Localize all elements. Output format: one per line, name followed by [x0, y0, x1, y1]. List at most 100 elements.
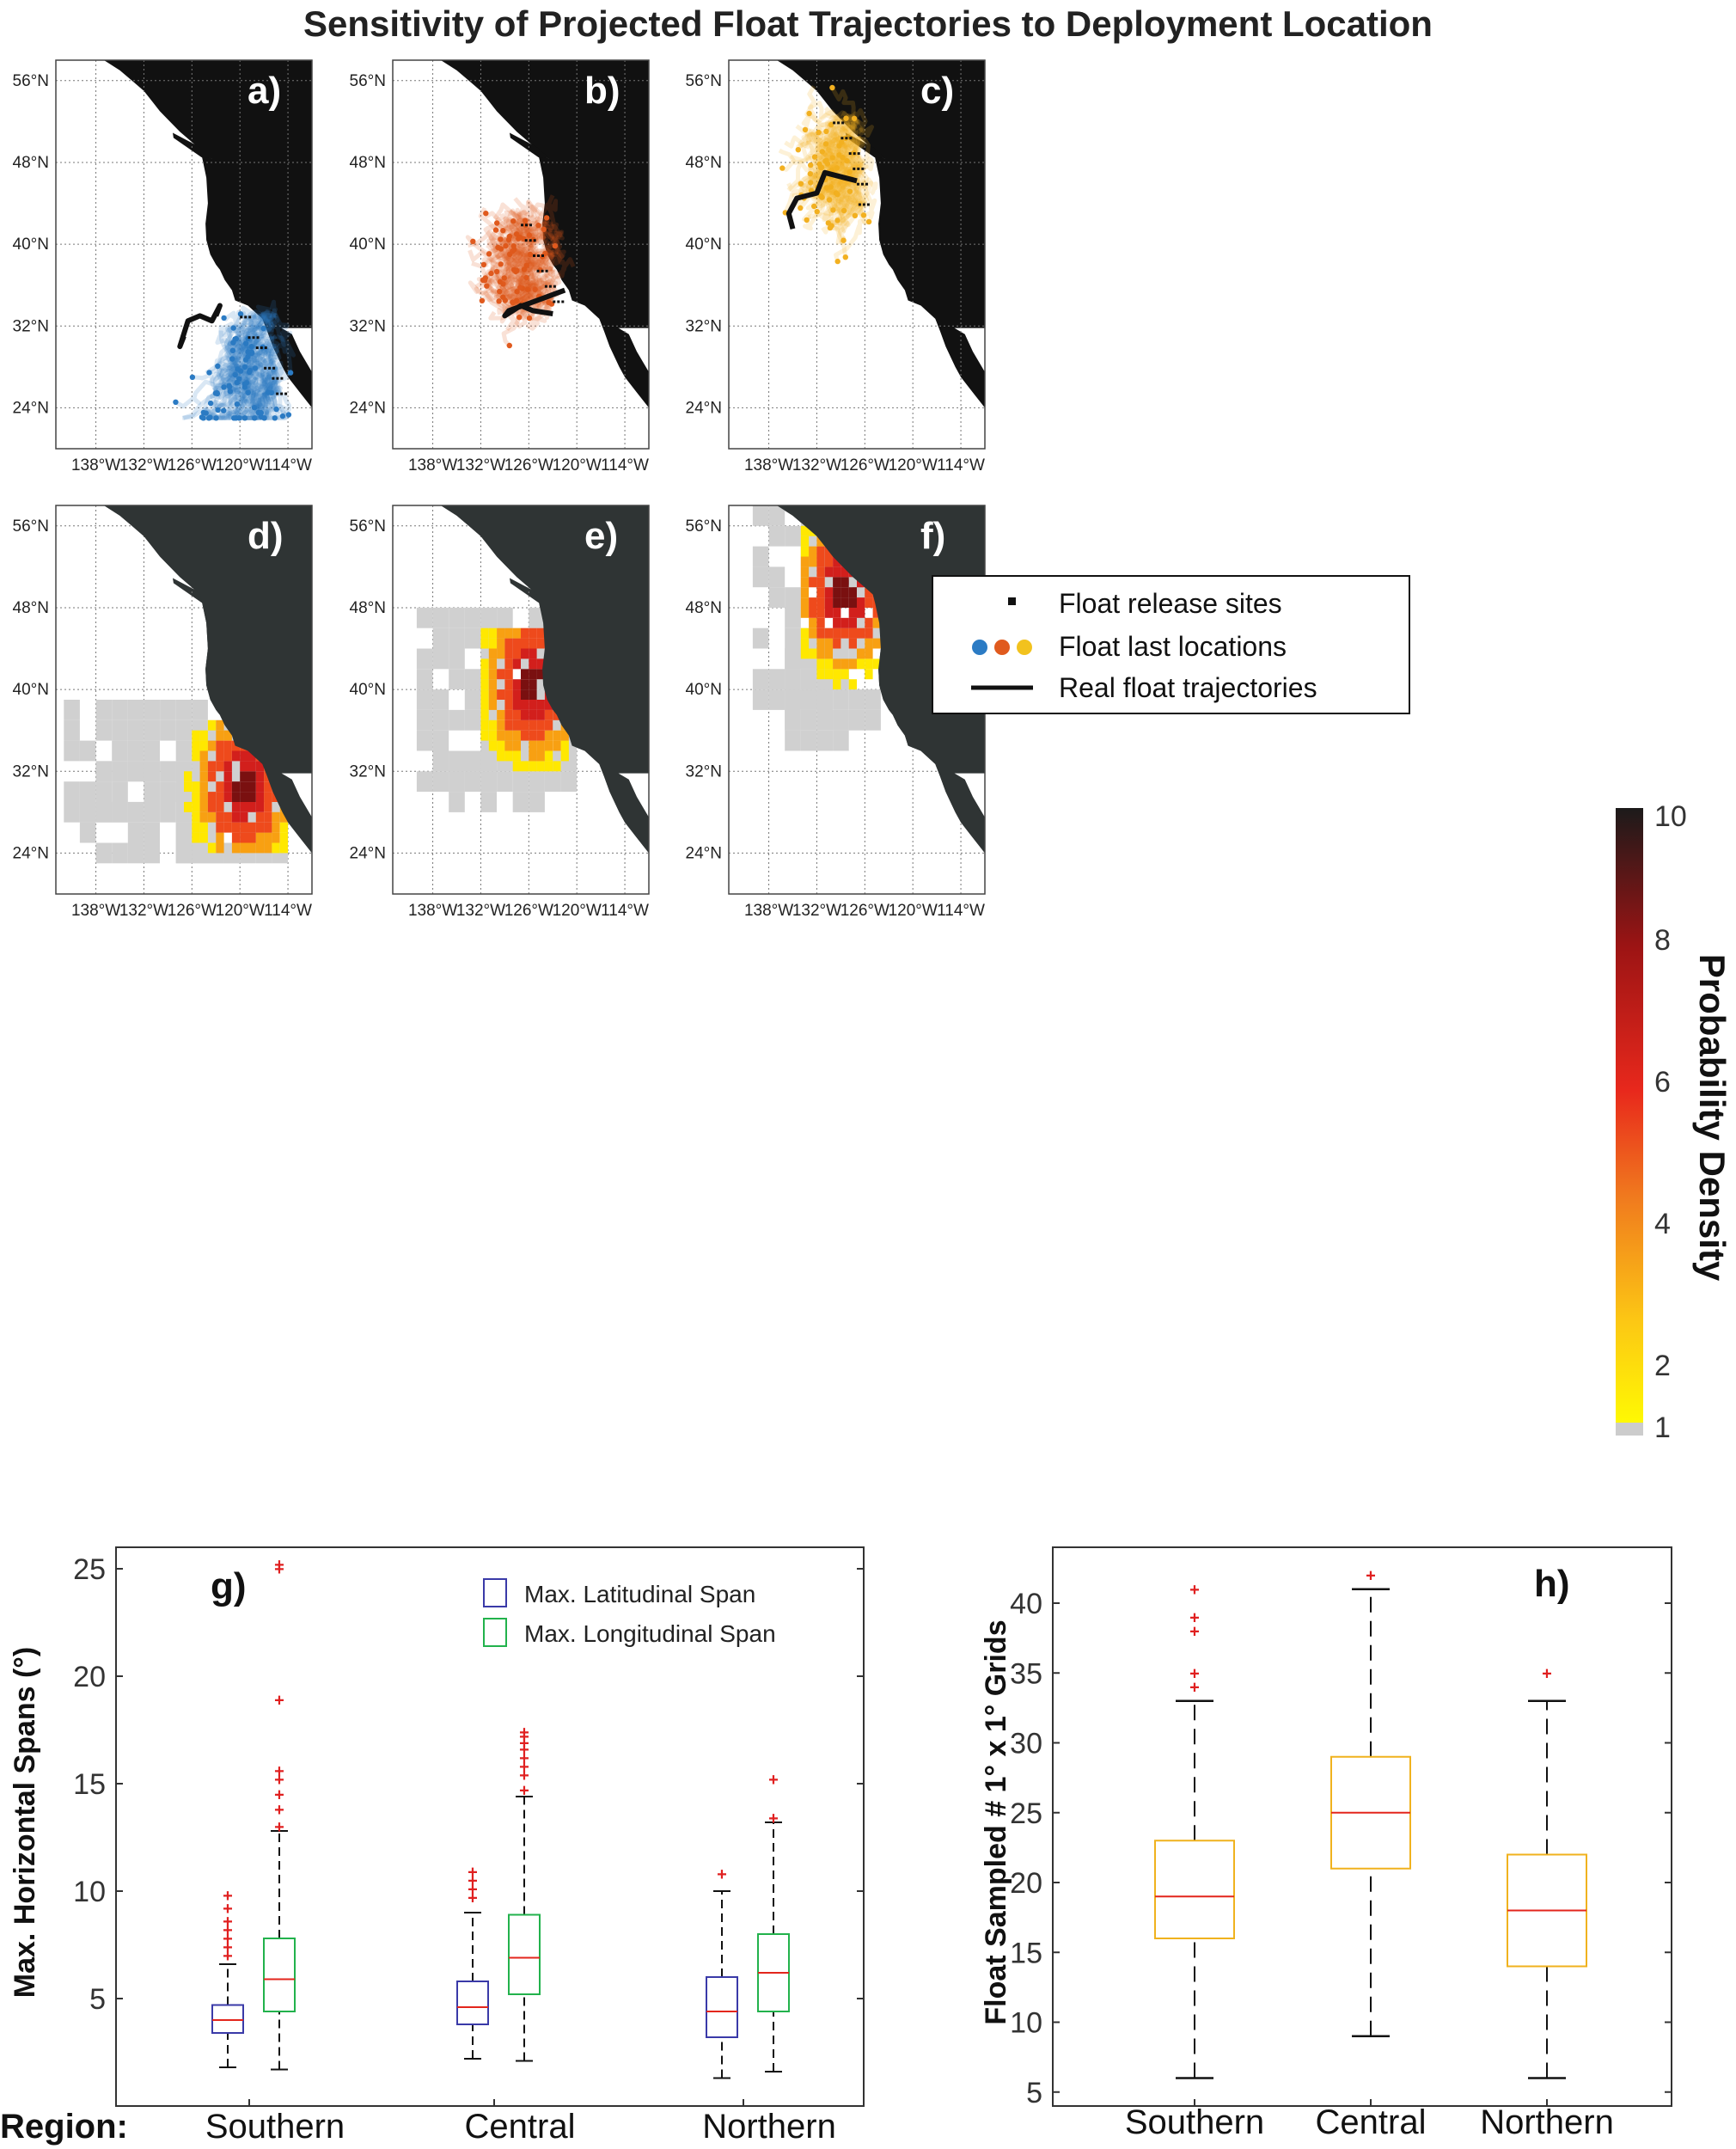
float-last-location	[272, 415, 278, 421]
float-last-location	[273, 406, 279, 413]
density-cell	[840, 658, 849, 670]
density-cell-low	[785, 525, 801, 547]
density-cell	[536, 669, 545, 680]
density-cell	[848, 617, 857, 628]
lon-tick-label: 138°W	[408, 456, 457, 474]
density-cell	[857, 628, 865, 639]
float-trajectory	[830, 141, 859, 173]
float-trajectory	[829, 146, 862, 175]
release-site	[272, 377, 275, 380]
density-cell-low	[160, 700, 176, 720]
density-cell	[865, 638, 873, 649]
density-cell	[816, 597, 825, 608]
release-site	[862, 203, 865, 206]
last-location-blue-marker	[972, 640, 987, 655]
g-outlier: +	[274, 1771, 284, 1790]
float-trajectory	[226, 334, 249, 376]
density-cell-low	[480, 771, 497, 793]
float-last-location	[498, 261, 504, 267]
float-trajectory	[496, 298, 547, 323]
float-trajectory	[258, 299, 278, 331]
plot-g-legend: Max. Latitudinal Span Max. Longitudinal …	[483, 1578, 776, 1647]
density-cell	[833, 597, 841, 608]
float-trajectory	[528, 268, 554, 306]
release-site	[840, 137, 844, 140]
map-frame	[392, 59, 650, 450]
g-category-label: Northern	[702, 2108, 836, 2146]
density-cell-low	[432, 628, 449, 649]
float-last-location	[502, 297, 508, 303]
float-trajectory	[259, 366, 278, 419]
float-trajectory	[230, 315, 266, 363]
panel-label: c)	[920, 70, 954, 112]
density-cell	[216, 719, 224, 731]
float-last-location	[279, 413, 286, 419]
density-cell	[865, 587, 873, 598]
density-cell	[199, 740, 208, 751]
float-trajectory	[834, 196, 850, 213]
float-trajectory	[515, 222, 539, 256]
density-cell	[488, 730, 498, 741]
float-trajectory	[229, 335, 275, 370]
float-trajectory	[502, 209, 527, 239]
float-trajectory	[833, 132, 851, 174]
density-cell	[872, 617, 881, 628]
region-label: Region:	[0, 2108, 128, 2146]
lon-tick-label: 138°W	[744, 456, 793, 474]
density-cell	[255, 801, 265, 812]
density-cell	[240, 822, 248, 833]
density-cell	[248, 771, 256, 782]
float-trajectory	[209, 385, 250, 408]
density-cell	[216, 792, 224, 802]
density-cell-low	[64, 740, 80, 762]
density-cell-low	[127, 761, 144, 782]
float-last-location	[488, 270, 494, 277]
density-cell-low	[432, 648, 449, 670]
float-trajectory	[231, 309, 278, 334]
density-cell-low	[79, 740, 96, 762]
density-cell	[504, 658, 513, 670]
float-trajectory	[834, 187, 862, 205]
density-cell-low	[449, 771, 465, 793]
float-trajectory	[215, 315, 255, 396]
density-cell-low	[160, 781, 176, 802]
density-cell-low	[160, 719, 176, 741]
float-last-location	[510, 248, 516, 254]
float-last-location	[245, 349, 251, 355]
density-cell-low	[416, 771, 433, 793]
float-last-location	[795, 147, 801, 153]
density-cell	[480, 658, 489, 670]
density-cell	[272, 832, 280, 843]
density-cell	[833, 607, 841, 618]
density-cell	[207, 842, 217, 854]
density-cell	[536, 709, 545, 720]
release-site	[280, 392, 284, 395]
float-trajectory	[254, 345, 283, 385]
density-cell	[824, 546, 834, 557]
float-trajectory	[227, 369, 246, 400]
lon-tick-label: 126°W	[840, 456, 889, 474]
g-box	[508, 1913, 541, 1995]
float-trajectory	[491, 229, 530, 260]
float-trajectory	[809, 174, 860, 202]
lat-tick-label: 32°N	[350, 762, 386, 781]
density-cell	[553, 740, 561, 751]
float-trajectory	[808, 126, 843, 177]
density-cell-low	[175, 719, 193, 741]
g-outlier: +	[274, 1560, 284, 1579]
density-cell	[521, 679, 529, 690]
float-trajectory	[504, 216, 540, 246]
float-trajectory	[216, 323, 250, 368]
plot-g-label: g)	[211, 1565, 247, 1607]
float-trajectory	[807, 85, 840, 126]
density-cell	[512, 648, 521, 659]
float-trajectory	[483, 217, 535, 241]
float-trajectory	[805, 136, 849, 156]
density-cell	[833, 566, 841, 578]
density-cell	[824, 566, 834, 578]
density-cell	[184, 801, 193, 812]
density-cell-low	[848, 689, 865, 710]
density-cell	[504, 750, 513, 762]
h-outlier: +	[1189, 1664, 1200, 1683]
float-trajectory	[817, 144, 841, 168]
